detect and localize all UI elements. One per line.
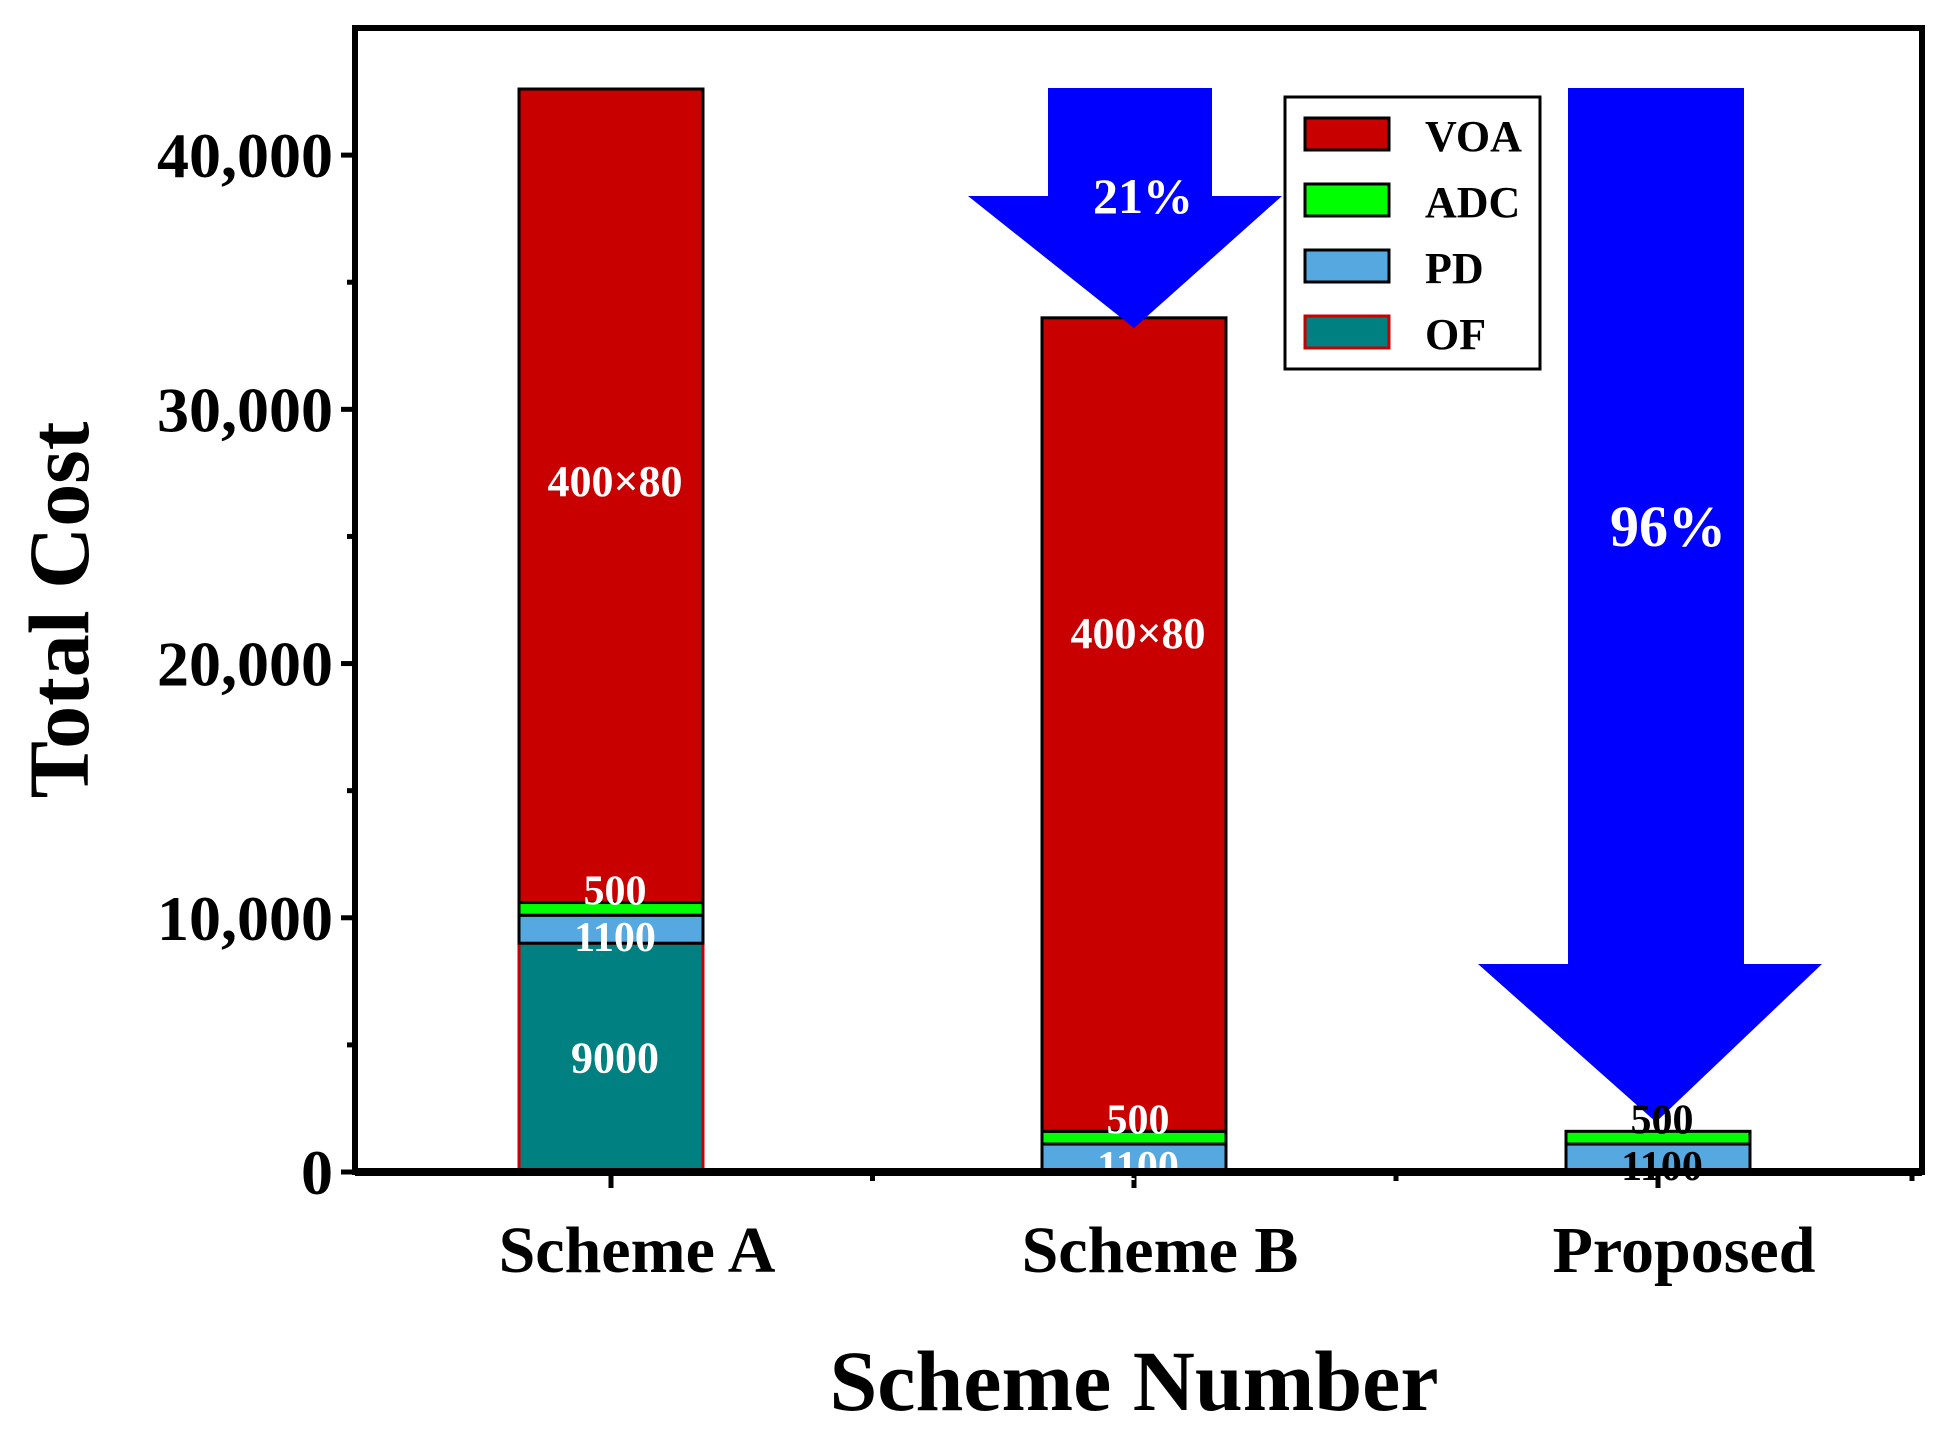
reduction-arrow-proposed [1478, 88, 1822, 1122]
segment-label-scheme-b-pd: 1100 [1097, 1144, 1179, 1190]
y-tick-label-10000: 10,000 [157, 883, 333, 954]
y-tick-label-0: 0 [301, 1137, 333, 1208]
y-tick-label-40000: 40,000 [157, 120, 333, 191]
segment-label-proposed-adc: 500 [1631, 1097, 1694, 1143]
x-tick-label-scheme-a: Scheme A [499, 1214, 776, 1287]
segment-label-scheme-a-voa: 400×80 [547, 457, 682, 506]
segment-label-proposed-pd: 1100 [1621, 1144, 1703, 1190]
bar-scheme-b-voa [1040, 316, 1228, 1133]
legend-label-pd: PD [1425, 244, 1484, 293]
y-tick-label-30000: 30,000 [157, 374, 333, 445]
legend-swatch-adc [1303, 182, 1391, 218]
reduction-label-scheme-b: 21% [1093, 168, 1193, 224]
reduction-arrow-scheme-b [968, 88, 1282, 328]
legend-swatch-pd [1303, 248, 1391, 284]
legend-label-of: OF [1425, 310, 1486, 359]
legend-swatch-voa [1303, 116, 1391, 152]
y-axis-title: Total Cost [11, 421, 107, 798]
legend-label-adc: ADC [1425, 178, 1520, 227]
x-tick-label-scheme-b: Scheme B [1022, 1214, 1299, 1287]
x-tick-label-proposed: Proposed [1553, 1214, 1816, 1287]
segment-label-scheme-b-voa: 400×80 [1070, 609, 1205, 658]
legend-swatch-of [1303, 314, 1391, 350]
x-axis-title: Scheme Number [829, 1333, 1438, 1429]
legend-label-voa: VOA [1425, 112, 1522, 161]
segment-label-scheme-a-of: 9000 [571, 1034, 659, 1083]
bar-scheme-a-voa [517, 87, 705, 905]
bar-proposed-adc [1564, 1129, 1752, 1146]
segment-label-scheme-b-adc: 500 [1107, 1097, 1170, 1143]
y-tick-label-20000: 20,000 [157, 629, 333, 700]
reduction-label-proposed: 96% [1610, 494, 1726, 559]
segment-label-scheme-a-adc: 500 [584, 869, 647, 915]
segment-label-scheme-a-pd: 1100 [574, 915, 656, 961]
